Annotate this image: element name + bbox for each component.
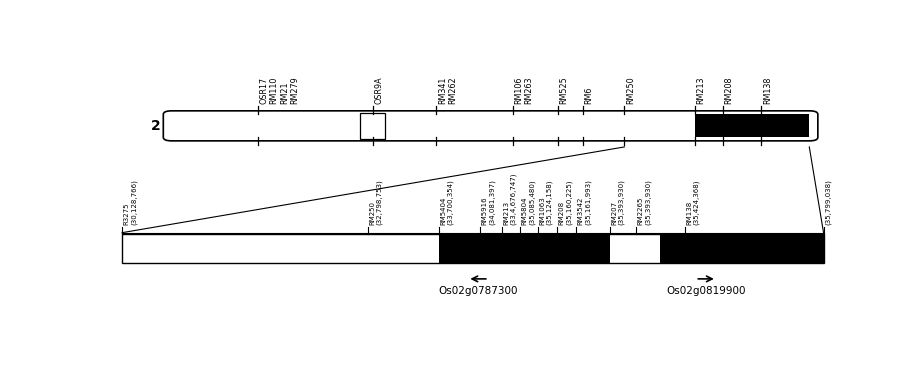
Text: RM1063
(35,124,158): RM1063 (35,124,158) xyxy=(539,180,553,225)
Text: R3275
(30,128,766): R3275 (30,128,766) xyxy=(123,180,137,225)
Text: RM341
RM262: RM341 RM262 xyxy=(437,76,458,104)
Text: RM6: RM6 xyxy=(584,87,594,104)
Text: RM208: RM208 xyxy=(725,76,733,104)
Text: RM2265
(35,393,930): RM2265 (35,393,930) xyxy=(638,180,652,225)
Bar xyxy=(122,234,823,263)
Text: RM106
RM263: RM106 RM263 xyxy=(515,76,534,104)
Text: RM5404
(33,700,354): RM5404 (33,700,354) xyxy=(440,180,454,225)
Text: OSR9A: OSR9A xyxy=(374,76,383,104)
Bar xyxy=(122,234,439,263)
Text: Os02g0787300: Os02g0787300 xyxy=(438,286,518,296)
Text: RM208
(35,160,225): RM208 (35,160,225) xyxy=(559,180,573,225)
Text: RM213: RM213 xyxy=(696,76,705,104)
Text: RM5916
(34,081,397): RM5916 (34,081,397) xyxy=(482,180,495,225)
Text: RM250
(32,798,753): RM250 (32,798,753) xyxy=(369,180,382,225)
Bar xyxy=(695,114,810,137)
Text: RM5804
(35,085,480): RM5804 (35,085,480) xyxy=(522,180,535,225)
Text: Os02g0819900: Os02g0819900 xyxy=(666,286,746,296)
Bar xyxy=(610,234,660,263)
Bar xyxy=(660,234,823,263)
Text: (35,799,038): (35,799,038) xyxy=(825,180,832,225)
Text: RM3542
(35,161,993): RM3542 (35,161,993) xyxy=(578,180,591,225)
Text: RM525: RM525 xyxy=(559,76,568,104)
Text: RM138: RM138 xyxy=(763,76,772,104)
Text: RM207
(35,393,930): RM207 (35,393,930) xyxy=(611,180,625,225)
Text: OSR17
RM110
RM21
RM279: OSR17 RM110 RM21 RM279 xyxy=(259,76,300,104)
Bar xyxy=(360,112,385,139)
Text: 2: 2 xyxy=(152,119,161,133)
Bar xyxy=(439,234,610,263)
Text: RM213
(33,4,676,747): RM213 (33,4,676,747) xyxy=(503,173,516,225)
Bar xyxy=(172,114,810,137)
Text: RM138
(35,424,368): RM138 (35,424,368) xyxy=(686,180,699,225)
Text: RM250: RM250 xyxy=(626,76,635,104)
